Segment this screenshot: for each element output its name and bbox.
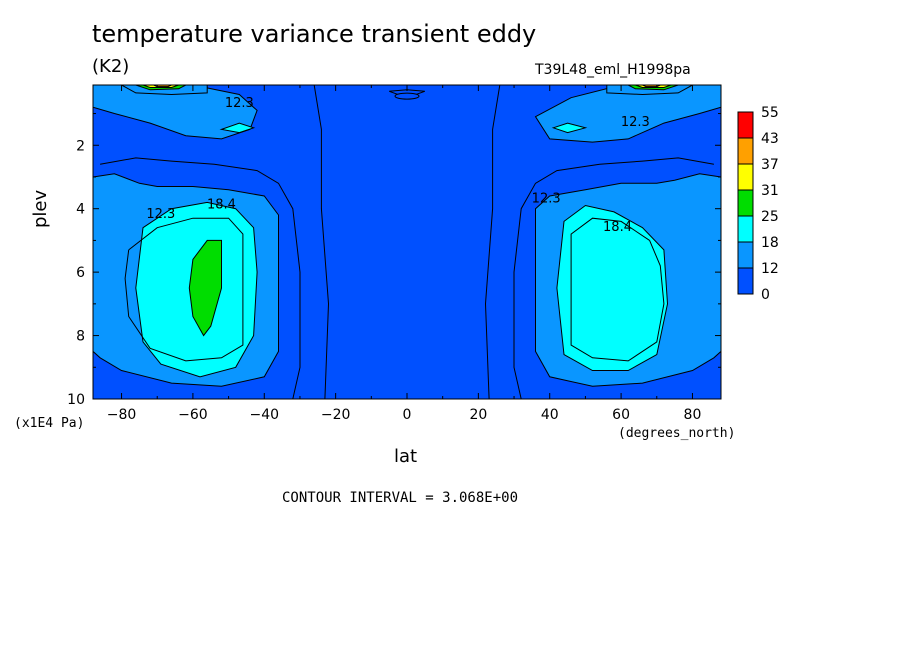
contour-interval-label: CONTOUR INTERVAL = 3.068E+00 [282, 490, 519, 506]
colorbar-box [737, 215, 754, 243]
contour-label: 18.4 [603, 220, 632, 235]
contour-line [313, 85, 330, 399]
colorbar-label: 43 [761, 131, 779, 147]
contour-label: 12.3 [225, 96, 254, 111]
sh-level-25-31 [188, 239, 222, 337]
x-tick-label: 80 [684, 407, 702, 423]
chart-title: temperature variance transient eddy [92, 20, 537, 48]
nh-level-18-25 [556, 204, 669, 371]
chart-units: (K2) [92, 56, 130, 77]
nh-upper-18-25 [551, 122, 588, 134]
contour-line [513, 157, 714, 399]
contour-label: 18.4 [207, 198, 236, 213]
y-axis-unit: (x1E4 Pa) [14, 416, 85, 431]
colorbar-label: 12 [761, 261, 779, 277]
colorbar-box [737, 189, 754, 217]
contour-line [124, 217, 244, 362]
contour-label: 12.3 [532, 191, 561, 206]
y-tick-label: 8 [76, 329, 85, 345]
colorbar-box [737, 137, 754, 165]
x-tick-label: −20 [321, 407, 351, 423]
x-axis-label: lat [394, 446, 418, 467]
x-tick-label: 0 [403, 407, 412, 423]
colorbar: 55 43 37 31 25 18 12 0 [737, 105, 779, 303]
contour-line [484, 85, 501, 399]
colorbar-label: 31 [761, 183, 779, 199]
colorbar-box [737, 241, 754, 269]
contour-line [100, 157, 301, 399]
equatorial-contour [394, 92, 420, 100]
y-axis-label: plev [30, 189, 51, 228]
x-tick-label: 20 [469, 407, 487, 423]
colorbar-box [737, 163, 754, 191]
y-tick-label: 2 [76, 138, 85, 154]
contour-lines [100, 85, 714, 399]
y-tick-label: 4 [76, 202, 85, 218]
contour-fills [93, 85, 721, 399]
sh-upper-12-18 [93, 85, 258, 140]
x-tick-label: −60 [178, 407, 208, 423]
run-id-label: T39L48_eml_H1998pa [535, 62, 691, 78]
sh-upper-18-25 [219, 122, 256, 134]
x-tick-label: −40 [249, 407, 279, 423]
x-tick-label: 40 [541, 407, 559, 423]
colorbar-label: 25 [761, 209, 779, 225]
y-tick-label: 10 [67, 392, 85, 408]
x-tick-label: −80 [107, 407, 137, 423]
contour-labels: 12.3 12.3 12.3 18.4 12.3 18.4 [146, 96, 650, 235]
colorbar-label: 55 [761, 105, 779, 121]
contour-label: 12.3 [146, 207, 175, 222]
x-tick-label: 60 [612, 407, 630, 423]
colorbar-label: 37 [761, 157, 779, 173]
colorbar-label: 0 [761, 287, 770, 303]
axis-ticks: −80 −60 −40 −20 0 20 40 60 80 2 4 6 8 10 [67, 85, 721, 423]
contour-line [570, 217, 665, 362]
colorbar-box [737, 267, 754, 295]
x-axis-unit: (degrees_north) [618, 426, 736, 441]
colorbar-label: 18 [761, 235, 779, 251]
contour-label: 12.3 [621, 115, 650, 130]
y-tick-label: 6 [76, 265, 85, 281]
colorbar-box [737, 111, 754, 139]
